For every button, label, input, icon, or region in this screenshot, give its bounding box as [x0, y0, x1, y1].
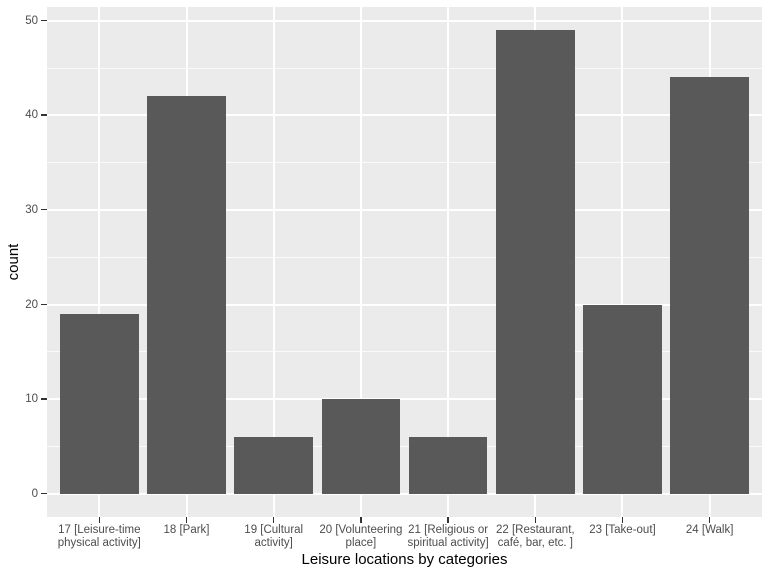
x-tick-label: 22 [Restaurant, café, bar, etc. ] — [495, 524, 575, 549]
x-tick-label: 18 [Park] — [163, 524, 210, 536]
y-gridline-minor — [47, 256, 762, 258]
y-gridline-major — [47, 398, 762, 401]
y-tick-mark — [41, 492, 47, 495]
bar — [670, 77, 749, 494]
bar — [60, 314, 139, 494]
y-gridline-minor — [47, 351, 762, 353]
bar — [147, 96, 226, 494]
y-gridline-major — [47, 492, 762, 495]
x-gridline-major — [447, 7, 450, 517]
x-tick-label: 21 [Religious or spiritual activity] — [407, 524, 489, 549]
y-tick-label: 10 — [25, 393, 38, 406]
x-tick-mark — [98, 517, 101, 523]
y-tick-mark — [41, 19, 47, 22]
x-tick-label: 23 [Take-out] — [589, 524, 656, 536]
y-tick-label: 0 — [31, 487, 38, 500]
bar — [496, 30, 575, 494]
x-tick-mark — [534, 517, 537, 523]
y-gridline-minor — [47, 446, 762, 447]
x-axis-title: Leisure locations by categories — [301, 551, 508, 568]
y-gridline-major — [47, 208, 762, 211]
bar — [321, 399, 401, 494]
x-tick-mark — [272, 517, 275, 523]
bar — [234, 437, 313, 494]
y-gridline-minor — [47, 162, 762, 164]
x-gridline-major — [98, 7, 101, 517]
y-axis-title: count — [5, 243, 22, 281]
x-gridline-major — [272, 7, 275, 517]
x-tick-label: 20 [Volunteering place] — [319, 524, 403, 549]
x-tick-mark — [185, 517, 188, 523]
x-tick-mark — [360, 517, 362, 523]
y-tick-mark — [41, 303, 47, 306]
y-gridline-major — [47, 19, 762, 22]
y-gridline-major — [47, 303, 762, 306]
y-gridline-minor — [47, 67, 762, 69]
x-tick-mark — [621, 517, 624, 523]
y-gridline-major — [47, 114, 762, 117]
y-tick-label: 40 — [25, 109, 38, 122]
y-tick-mark — [41, 208, 47, 211]
y-tick-mark — [41, 398, 47, 400]
x-tick-mark — [447, 517, 449, 523]
x-gridline-major — [359, 7, 362, 517]
x-tick-label: 19 [Cultural activity] — [244, 524, 304, 549]
bar — [408, 437, 488, 494]
bar — [583, 304, 662, 494]
plot-panel — [47, 7, 762, 517]
x-tick-label: 17 [Leisure-time physical activity] — [57, 524, 141, 549]
x-gridline-major — [621, 7, 624, 517]
x-tick-label: 24 [Walk] — [685, 524, 734, 536]
y-tick-label: 50 — [25, 14, 38, 27]
x-tick-mark — [708, 517, 711, 523]
y-tick-mark — [41, 114, 47, 116]
y-tick-label: 30 — [25, 203, 38, 216]
y-tick-label: 20 — [25, 298, 38, 311]
